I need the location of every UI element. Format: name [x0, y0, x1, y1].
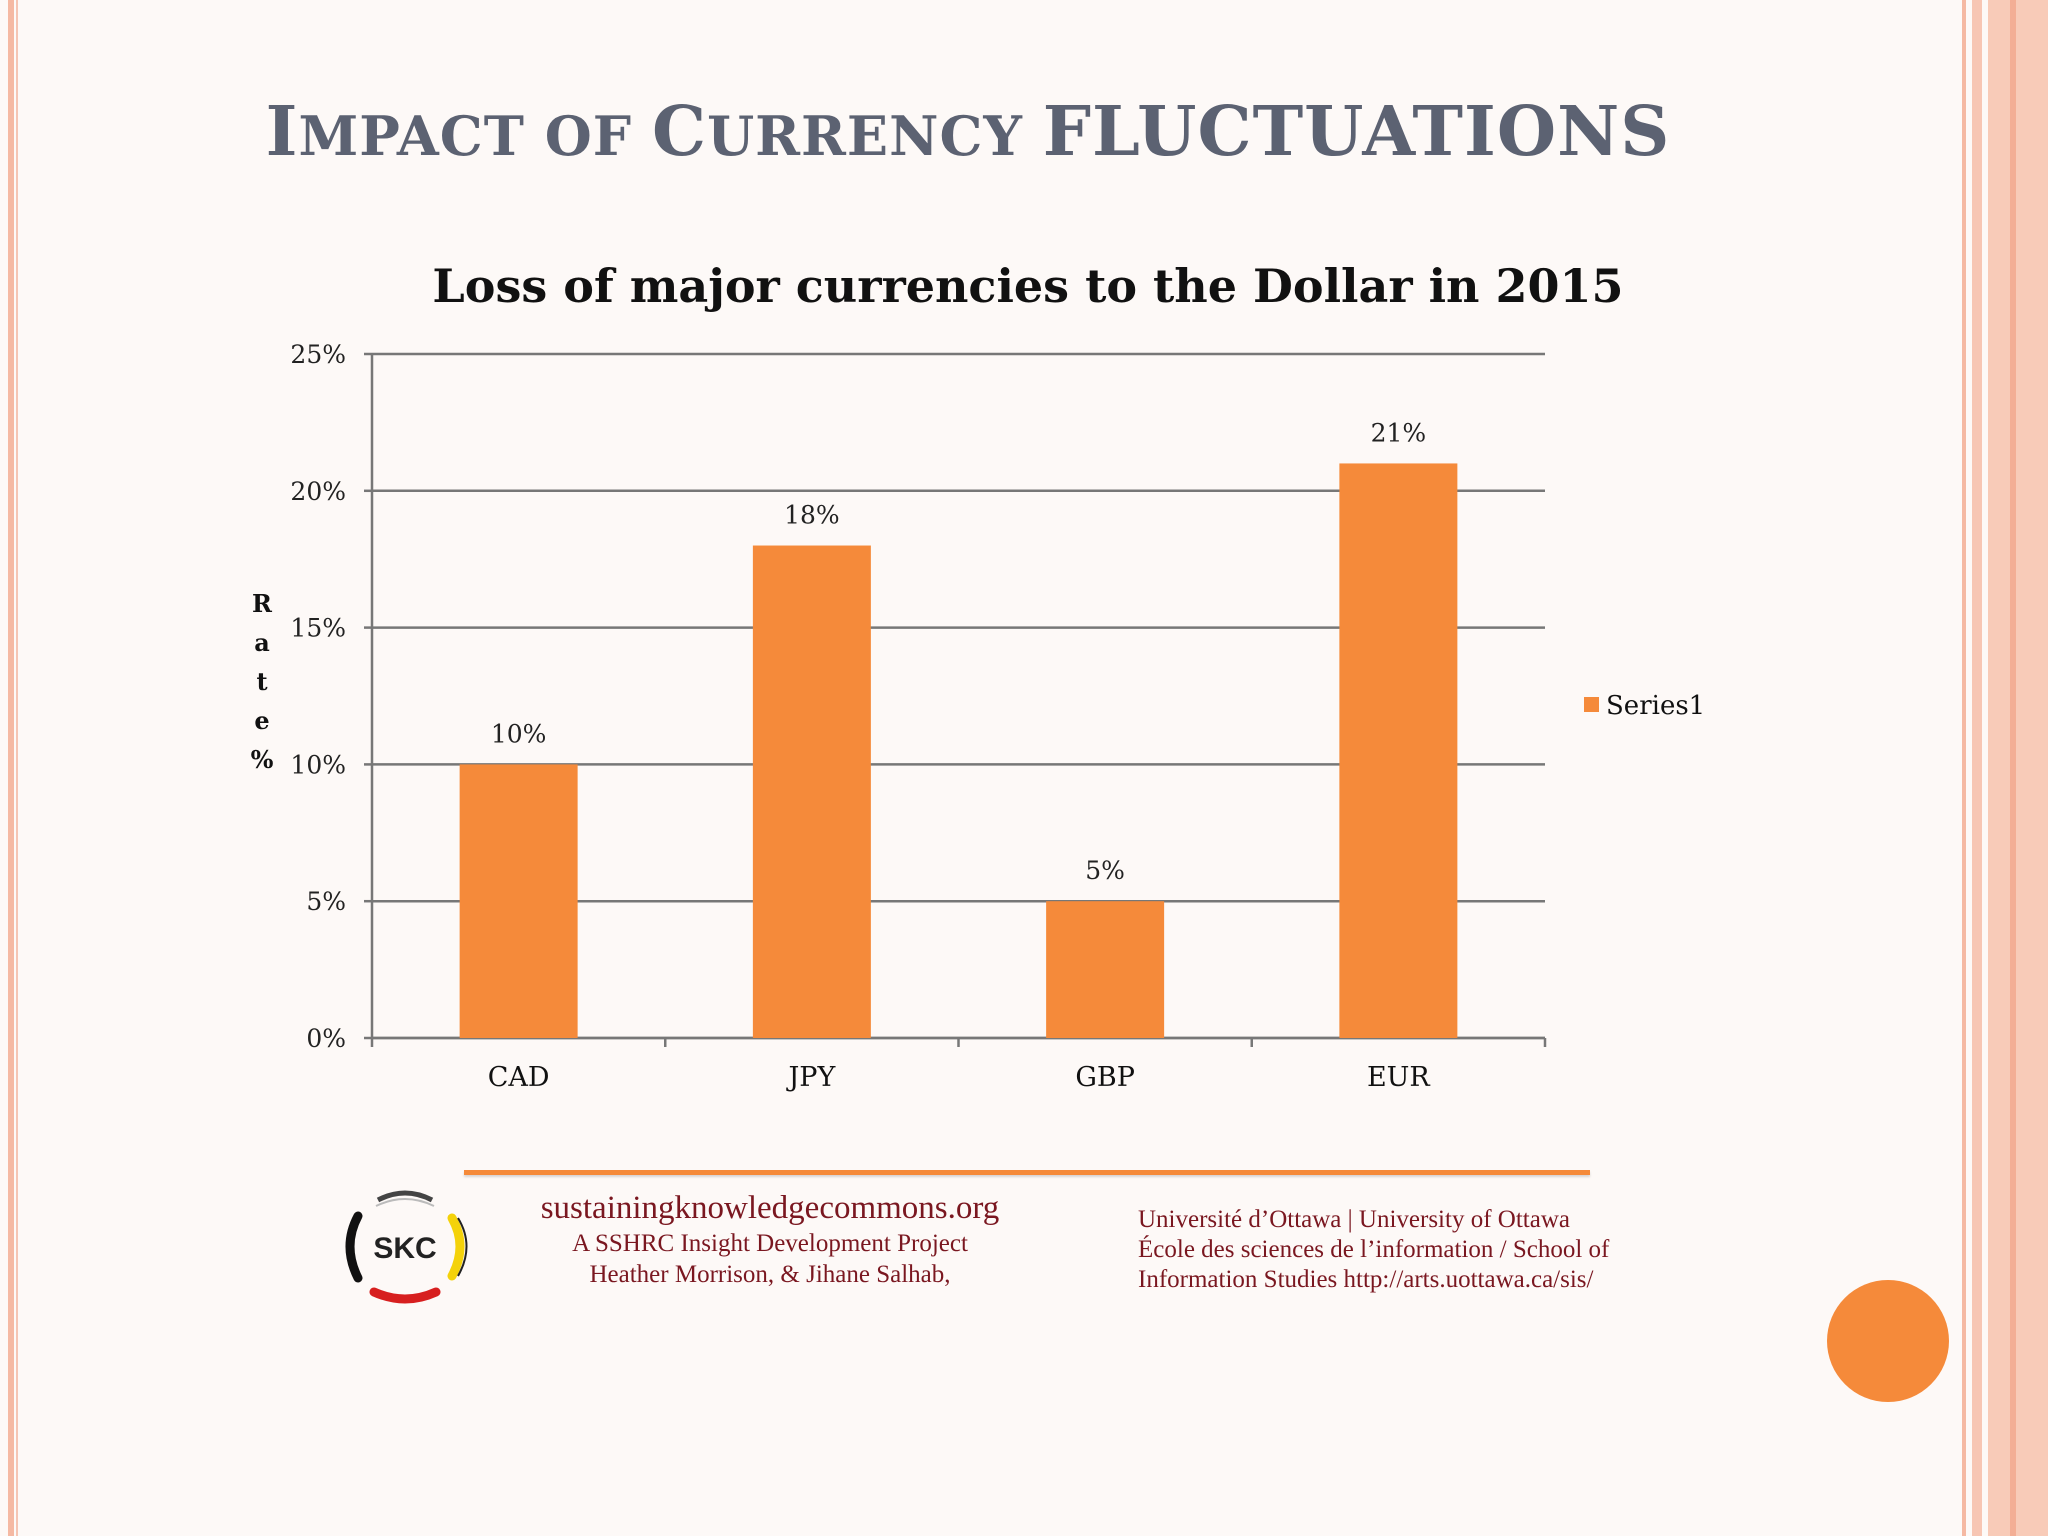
bar	[1046, 901, 1165, 1038]
data-label: 5%	[1085, 856, 1125, 885]
y-axis-label-char: a	[254, 628, 270, 657]
data-label: 18%	[784, 501, 840, 530]
y-tick-label: 10%	[290, 750, 346, 779]
x-tick-label: GBP	[1075, 1062, 1135, 1093]
bar	[1339, 463, 1458, 1038]
data-label: 10%	[491, 719, 547, 748]
logo-arc-top	[376, 1190, 434, 1203]
footer-university-line: Information Studies http://arts.uottawa.…	[1138, 1266, 1594, 1293]
logo-text: SKC	[373, 1232, 436, 1265]
footer-university-line: École des sciences de l’information / Sc…	[1138, 1236, 1610, 1263]
y-axis-label-char: t	[256, 667, 267, 696]
logo-arc-bottom	[369, 1287, 441, 1304]
footer-university-line: Université d’Ottawa | University of Otta…	[1138, 1206, 1570, 1233]
logo-arc-top-outline	[375, 1198, 435, 1207]
x-tick-label: EUR	[1367, 1062, 1430, 1093]
slide-border-right	[1972, 0, 1982, 1536]
skc-logo: SKC	[345, 1190, 468, 1304]
y-tick-label: 25%	[290, 340, 346, 369]
bar	[752, 545, 871, 1038]
logo-arc-left	[345, 1211, 363, 1283]
title-part: MPACT OF	[298, 104, 652, 168]
y-tick-label: 15%	[290, 614, 346, 643]
title-part: URRENCY	[707, 104, 1043, 168]
slide-border-left-inner	[16, 0, 18, 1536]
y-axis-label-char: R	[252, 589, 273, 618]
logo-arc-right-outline	[457, 1217, 468, 1277]
slide-title: IMPACT OF CURRENCY FLUCTUATIONS	[0, 92, 1936, 172]
footer-line: Heather Morrison, & Jihane Salhab,	[589, 1261, 951, 1288]
logo-arc-right	[447, 1213, 465, 1281]
legend-swatch	[1584, 697, 1599, 712]
footer-site: sustainingknowledgecommons.org	[540, 1190, 1000, 1226]
title-part: C	[651, 92, 708, 172]
title-part: I	[265, 92, 299, 172]
title-part: FLUCTUATIONS	[1042, 92, 1671, 172]
y-axis-label-char: %	[251, 745, 274, 774]
footer-project-info: sustainingknowledgecommons.org A SSHRC I…	[490, 1188, 1050, 1290]
slide-border-right	[1962, 0, 1966, 1536]
y-tick-label: 5%	[306, 887, 346, 916]
footer-university: Université d’Ottawa | University of Otta…	[1138, 1205, 1698, 1295]
bar-chart: Loss of major currencies to the Dollar i…	[251, 259, 1706, 1093]
slide-border-right	[1988, 0, 2048, 1536]
data-label: 21%	[1371, 418, 1427, 447]
y-tick-label: 0%	[306, 1024, 346, 1053]
slide-border-right	[2010, 0, 2016, 1536]
legend-label: Series1	[1606, 691, 1705, 721]
y-tick-label: 20%	[290, 477, 346, 506]
x-tick-label: JPY	[785, 1062, 836, 1093]
footer-divider	[464, 1170, 1590, 1175]
decorative-circle	[1827, 1280, 1949, 1402]
chart-title: Loss of major currencies to the Dollar i…	[432, 259, 1623, 313]
footer-line: A SSHRC Insight Development Project	[572, 1230, 968, 1257]
x-tick-label: CAD	[488, 1062, 550, 1093]
slide-border-left	[8, 0, 14, 1536]
bar	[459, 764, 578, 1038]
y-axis-label-char: e	[254, 706, 269, 735]
